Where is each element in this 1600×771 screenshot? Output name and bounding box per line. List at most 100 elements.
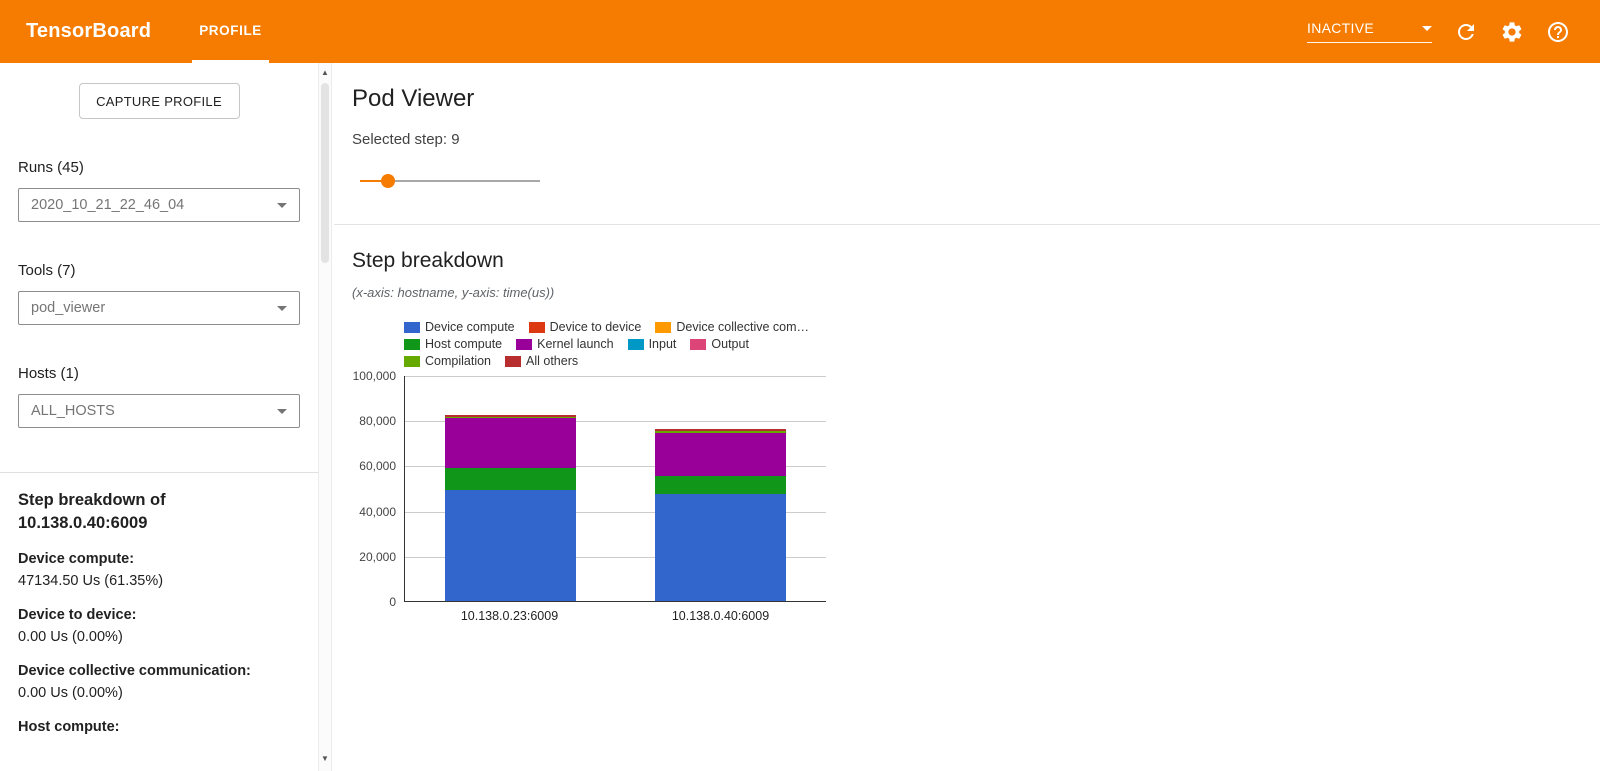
gear-icon[interactable] bbox=[1500, 20, 1524, 44]
chevron-down-icon bbox=[1422, 25, 1432, 31]
stat-value: 0.00 Us (0.00%) bbox=[18, 685, 123, 701]
y-tick-label: 0 bbox=[389, 595, 396, 609]
section-divider bbox=[334, 224, 1600, 225]
capture-profile-button[interactable]: CAPTURE PROFILE bbox=[78, 83, 240, 119]
legend-item: Device to device bbox=[528, 320, 642, 334]
stat-device-compute: Device compute: 47134.50 Us (61.35%) bbox=[18, 549, 300, 591]
bar-segment[interactable] bbox=[655, 475, 787, 495]
section-title: Step breakdown bbox=[352, 249, 504, 272]
app-header: TensorBoard PROFILE INACTIVE bbox=[0, 0, 1600, 63]
stacked-bar[interactable] bbox=[444, 414, 576, 601]
status-dropdown[interactable]: INACTIVE bbox=[1307, 20, 1432, 43]
runs-select[interactable]: 2020_10_21_22_46_04 bbox=[18, 188, 300, 222]
stat-value: 0.00 Us (0.00%) bbox=[18, 629, 123, 645]
legend-item: Device compute bbox=[404, 320, 515, 334]
breakdown-title: Step breakdown of 10.138.0.40:6009 bbox=[18, 489, 300, 535]
selected-step-text: Selected step: 9 bbox=[352, 131, 460, 148]
chart-plot-row: 0 20,000 40,000 60,000 80,000 100,000 bbox=[352, 369, 842, 609]
slider-fill bbox=[360, 180, 388, 182]
stat-label: Device to device: bbox=[18, 607, 137, 623]
runs-field: Runs (45) 2020_10_21_22_46_04 bbox=[18, 159, 300, 222]
legend-item: Compilation bbox=[404, 354, 491, 368]
chevron-down-icon bbox=[277, 202, 287, 208]
scroll-up-icon[interactable]: ▲ bbox=[321, 68, 329, 77]
stacked-bar[interactable] bbox=[655, 429, 787, 601]
hosts-label: Hosts (1) bbox=[18, 365, 79, 382]
help-icon[interactable] bbox=[1546, 20, 1570, 44]
chart-x-axis: 10.138.0.23:6009 10.138.0.40:6009 bbox=[404, 609, 826, 623]
stat-label: Device collective communication: bbox=[18, 663, 251, 679]
breakdown-title-line2: 10.138.0.40:6009 bbox=[18, 514, 148, 532]
legend-swatch bbox=[627, 338, 644, 350]
bar-segment[interactable] bbox=[444, 490, 576, 601]
y-tick-label: 80,000 bbox=[359, 414, 396, 429]
y-tick-label: 40,000 bbox=[359, 504, 396, 519]
legend-row: Compilation All others bbox=[404, 354, 842, 368]
stat-device-collective: Device collective communication: 0.00 Us… bbox=[18, 661, 300, 703]
chart-plot-area bbox=[404, 376, 826, 602]
chevron-down-icon bbox=[277, 408, 287, 414]
bar-segment[interactable] bbox=[444, 414, 576, 418]
gridline bbox=[405, 511, 826, 513]
legend-swatch bbox=[404, 338, 420, 350]
legend-item: Device collective com… bbox=[655, 320, 809, 334]
step-breakdown-panel: Step breakdown of 10.138.0.40:6009 Devic… bbox=[0, 473, 318, 737]
runs-selected-value: 2020_10_21_22_46_04 bbox=[31, 197, 185, 213]
sidebar-scrollbar[interactable]: ▲ ▼ bbox=[318, 63, 332, 771]
bar-segment[interactable] bbox=[655, 429, 787, 432]
tools-field: Tools (7) pod_viewer bbox=[18, 262, 300, 325]
step-slider[interactable] bbox=[360, 174, 540, 188]
legend-label: Device compute bbox=[425, 320, 515, 334]
gridline bbox=[405, 421, 826, 423]
header-controls: INACTIVE bbox=[1307, 20, 1570, 44]
tools-label: Tools (7) bbox=[18, 262, 76, 279]
bar-segment[interactable] bbox=[444, 417, 576, 418]
bar-segment[interactable] bbox=[655, 494, 787, 601]
sidebar-divider bbox=[0, 472, 318, 473]
legend-label: All others bbox=[526, 354, 579, 368]
stat-label: Device compute: bbox=[18, 551, 135, 567]
stat-host-compute: Host compute: bbox=[18, 717, 300, 737]
y-tick-label: 100,000 bbox=[352, 369, 396, 383]
bar-segment[interactable] bbox=[655, 433, 787, 476]
bar-segment[interactable] bbox=[444, 417, 576, 469]
tab-profile[interactable]: PROFILE bbox=[192, 0, 269, 63]
hosts-selected-value: ALL_HOSTS bbox=[31, 403, 115, 419]
stat-label: Host compute: bbox=[18, 719, 120, 735]
section-subtitle: (x-axis: hostname, y-axis: time(us)) bbox=[352, 285, 555, 300]
refresh-icon[interactable] bbox=[1454, 20, 1478, 44]
hosts-field: Hosts (1) ALL_HOSTS bbox=[18, 365, 300, 428]
legend-swatch bbox=[404, 355, 420, 367]
app-title: TensorBoard bbox=[26, 20, 152, 42]
scrollbar-thumb[interactable] bbox=[321, 83, 329, 263]
hosts-select[interactable]: ALL_HOSTS bbox=[18, 394, 300, 428]
stat-device-to-device: Device to device: 0.00 Us (0.00%) bbox=[18, 605, 300, 647]
scroll-down-icon[interactable]: ▼ bbox=[321, 754, 329, 763]
y-tick-label: 60,000 bbox=[359, 459, 396, 474]
slider-thumb[interactable] bbox=[380, 174, 395, 188]
breakdown-title-line1: Step breakdown of bbox=[18, 491, 166, 509]
gridline bbox=[405, 556, 826, 558]
legend-swatch bbox=[528, 321, 545, 333]
legend-swatch bbox=[516, 338, 533, 350]
legend-item: Host compute bbox=[404, 337, 502, 351]
bar-segment[interactable] bbox=[655, 431, 787, 434]
x-tick-label: 10.138.0.23:6009 bbox=[460, 609, 559, 623]
legend-row: Host compute Kernel launch Input Output bbox=[404, 337, 842, 351]
bars-container bbox=[405, 376, 826, 601]
legend-label: Device to device bbox=[549, 320, 642, 334]
legend-label: Input bbox=[648, 337, 677, 351]
legend-item: Output bbox=[690, 337, 749, 351]
y-tick-label: 20,000 bbox=[359, 549, 396, 564]
legend-item: Input bbox=[627, 337, 677, 351]
legend-label: Output bbox=[711, 337, 749, 351]
main-content: Pod Viewer Selected step: 9 Step breakdo… bbox=[334, 63, 1600, 771]
legend-item: All others bbox=[505, 354, 578, 368]
legend-item: Kernel launch bbox=[516, 337, 614, 351]
bar-segment[interactable] bbox=[444, 468, 576, 491]
x-tick-label: 10.138.0.40:6009 bbox=[671, 609, 770, 623]
tools-select[interactable]: pod_viewer bbox=[18, 291, 300, 325]
tools-selected-value: pod_viewer bbox=[31, 300, 106, 316]
legend-label: Kernel launch bbox=[537, 337, 614, 351]
slider-track[interactable] bbox=[360, 180, 540, 182]
